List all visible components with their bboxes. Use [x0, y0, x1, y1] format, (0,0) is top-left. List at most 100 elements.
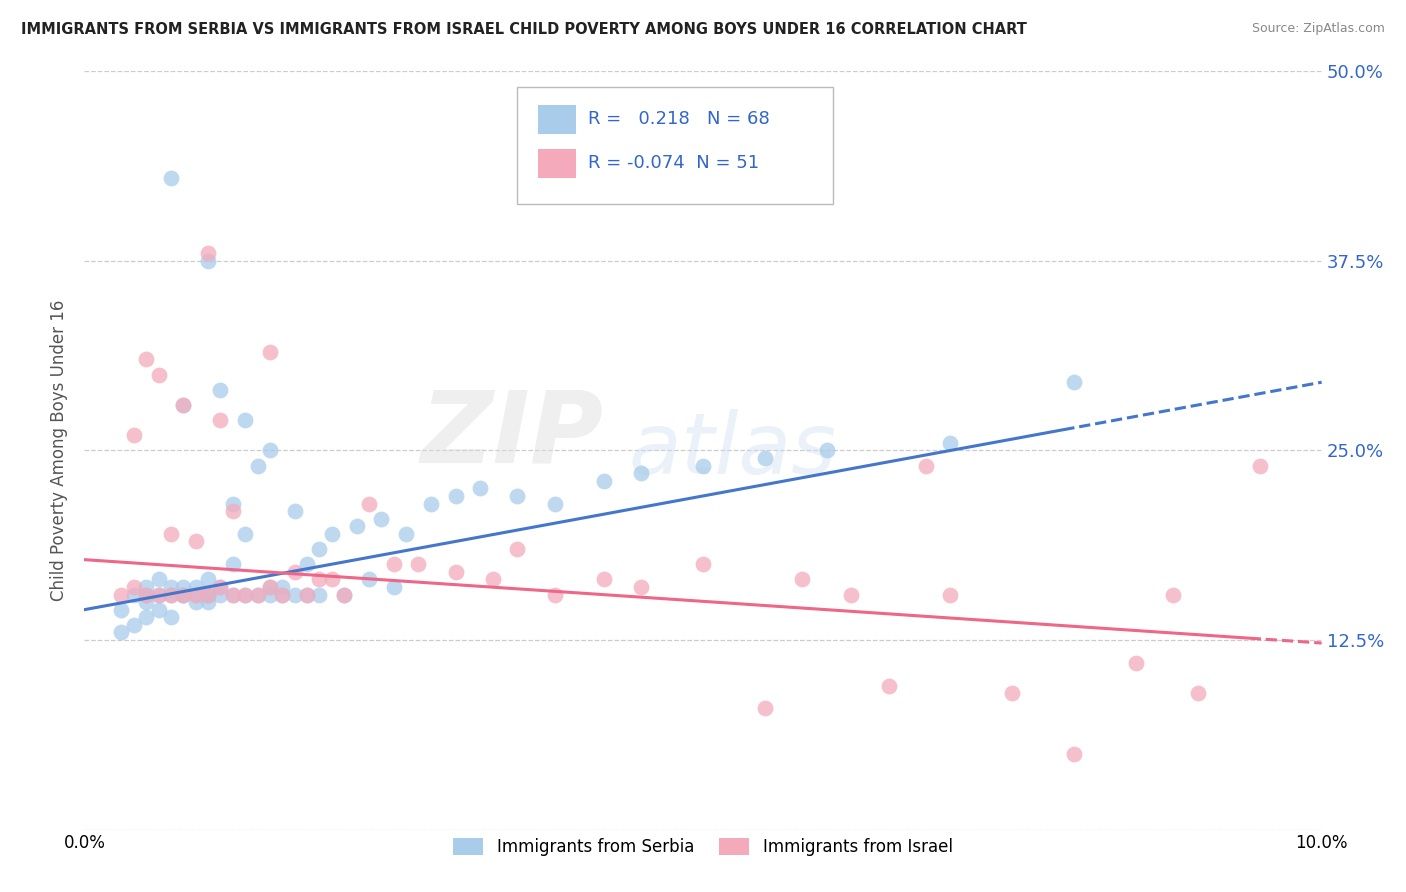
Point [939, 436, 962, 450]
Point [1161, 588, 1184, 602]
Point [259, 580, 281, 594]
Point [135, 610, 157, 624]
Point [135, 580, 157, 594]
Point [841, 588, 863, 602]
Point [160, 580, 183, 594]
Point [295, 557, 318, 572]
Point [222, 557, 245, 572]
Point [506, 489, 529, 503]
Point [122, 580, 145, 594]
Point [110, 625, 132, 640]
Point [370, 512, 392, 526]
Point [160, 610, 183, 624]
Point [122, 617, 145, 632]
Point [160, 170, 183, 185]
Point [197, 246, 219, 260]
Point [259, 344, 281, 359]
Point [135, 588, 157, 602]
Point [333, 588, 356, 602]
Point [172, 398, 194, 412]
Point [395, 526, 418, 541]
Point [1249, 458, 1271, 473]
Point [259, 588, 281, 602]
Point [470, 482, 492, 496]
Point [506, 542, 529, 557]
Text: R =   0.218   N = 68: R = 0.218 N = 68 [588, 110, 769, 128]
Point [284, 565, 307, 579]
Point [135, 595, 157, 609]
Point [543, 588, 565, 602]
Point [333, 588, 356, 602]
Point [197, 595, 219, 609]
Point [184, 588, 207, 602]
Point [815, 443, 838, 458]
Point [148, 603, 170, 617]
Point [1063, 747, 1085, 761]
Point [321, 573, 343, 587]
Point [222, 496, 245, 510]
Point [184, 534, 207, 549]
Point [110, 588, 132, 602]
Point [357, 496, 380, 510]
Point [135, 352, 157, 367]
Point [308, 573, 330, 587]
Point [444, 565, 467, 579]
Point [271, 580, 294, 594]
Point [419, 496, 441, 510]
Point [172, 588, 194, 602]
FancyBboxPatch shape [538, 149, 575, 178]
Point [222, 504, 245, 518]
Point [914, 458, 936, 473]
Point [184, 580, 207, 594]
Point [197, 588, 219, 602]
Point [295, 588, 318, 602]
Point [877, 678, 900, 692]
Point [1187, 686, 1209, 700]
Point [110, 603, 132, 617]
Point [233, 588, 256, 602]
Point [754, 701, 776, 715]
Point [209, 413, 232, 427]
Point [692, 458, 714, 473]
Point [148, 573, 170, 587]
Point [754, 451, 776, 466]
Point [172, 588, 194, 602]
Point [209, 588, 232, 602]
Point [259, 580, 281, 594]
Point [184, 588, 207, 602]
Point [295, 588, 318, 602]
Point [222, 588, 245, 602]
Point [148, 368, 170, 382]
Point [284, 588, 307, 602]
Point [246, 458, 269, 473]
FancyBboxPatch shape [517, 87, 832, 204]
Point [160, 526, 183, 541]
Point [172, 580, 194, 594]
Point [939, 588, 962, 602]
Text: R = -0.074  N = 51: R = -0.074 N = 51 [588, 154, 759, 172]
Point [246, 588, 269, 602]
Point [233, 588, 256, 602]
Point [184, 595, 207, 609]
Point [308, 542, 330, 557]
Point [1063, 376, 1085, 390]
Point [197, 253, 219, 268]
Point [122, 428, 145, 442]
Point [346, 519, 368, 533]
Point [308, 588, 330, 602]
Point [1001, 686, 1024, 700]
Point [148, 588, 170, 602]
Point [209, 383, 232, 397]
Point [197, 588, 219, 602]
Text: ZIP: ZIP [420, 387, 605, 483]
Text: Source: ZipAtlas.com: Source: ZipAtlas.com [1251, 22, 1385, 36]
Point [357, 573, 380, 587]
Point [692, 557, 714, 572]
Text: atlas: atlas [628, 409, 837, 492]
Point [321, 526, 343, 541]
Point [481, 573, 503, 587]
Point [122, 588, 145, 602]
Point [382, 580, 405, 594]
Point [630, 580, 652, 594]
Point [382, 557, 405, 572]
